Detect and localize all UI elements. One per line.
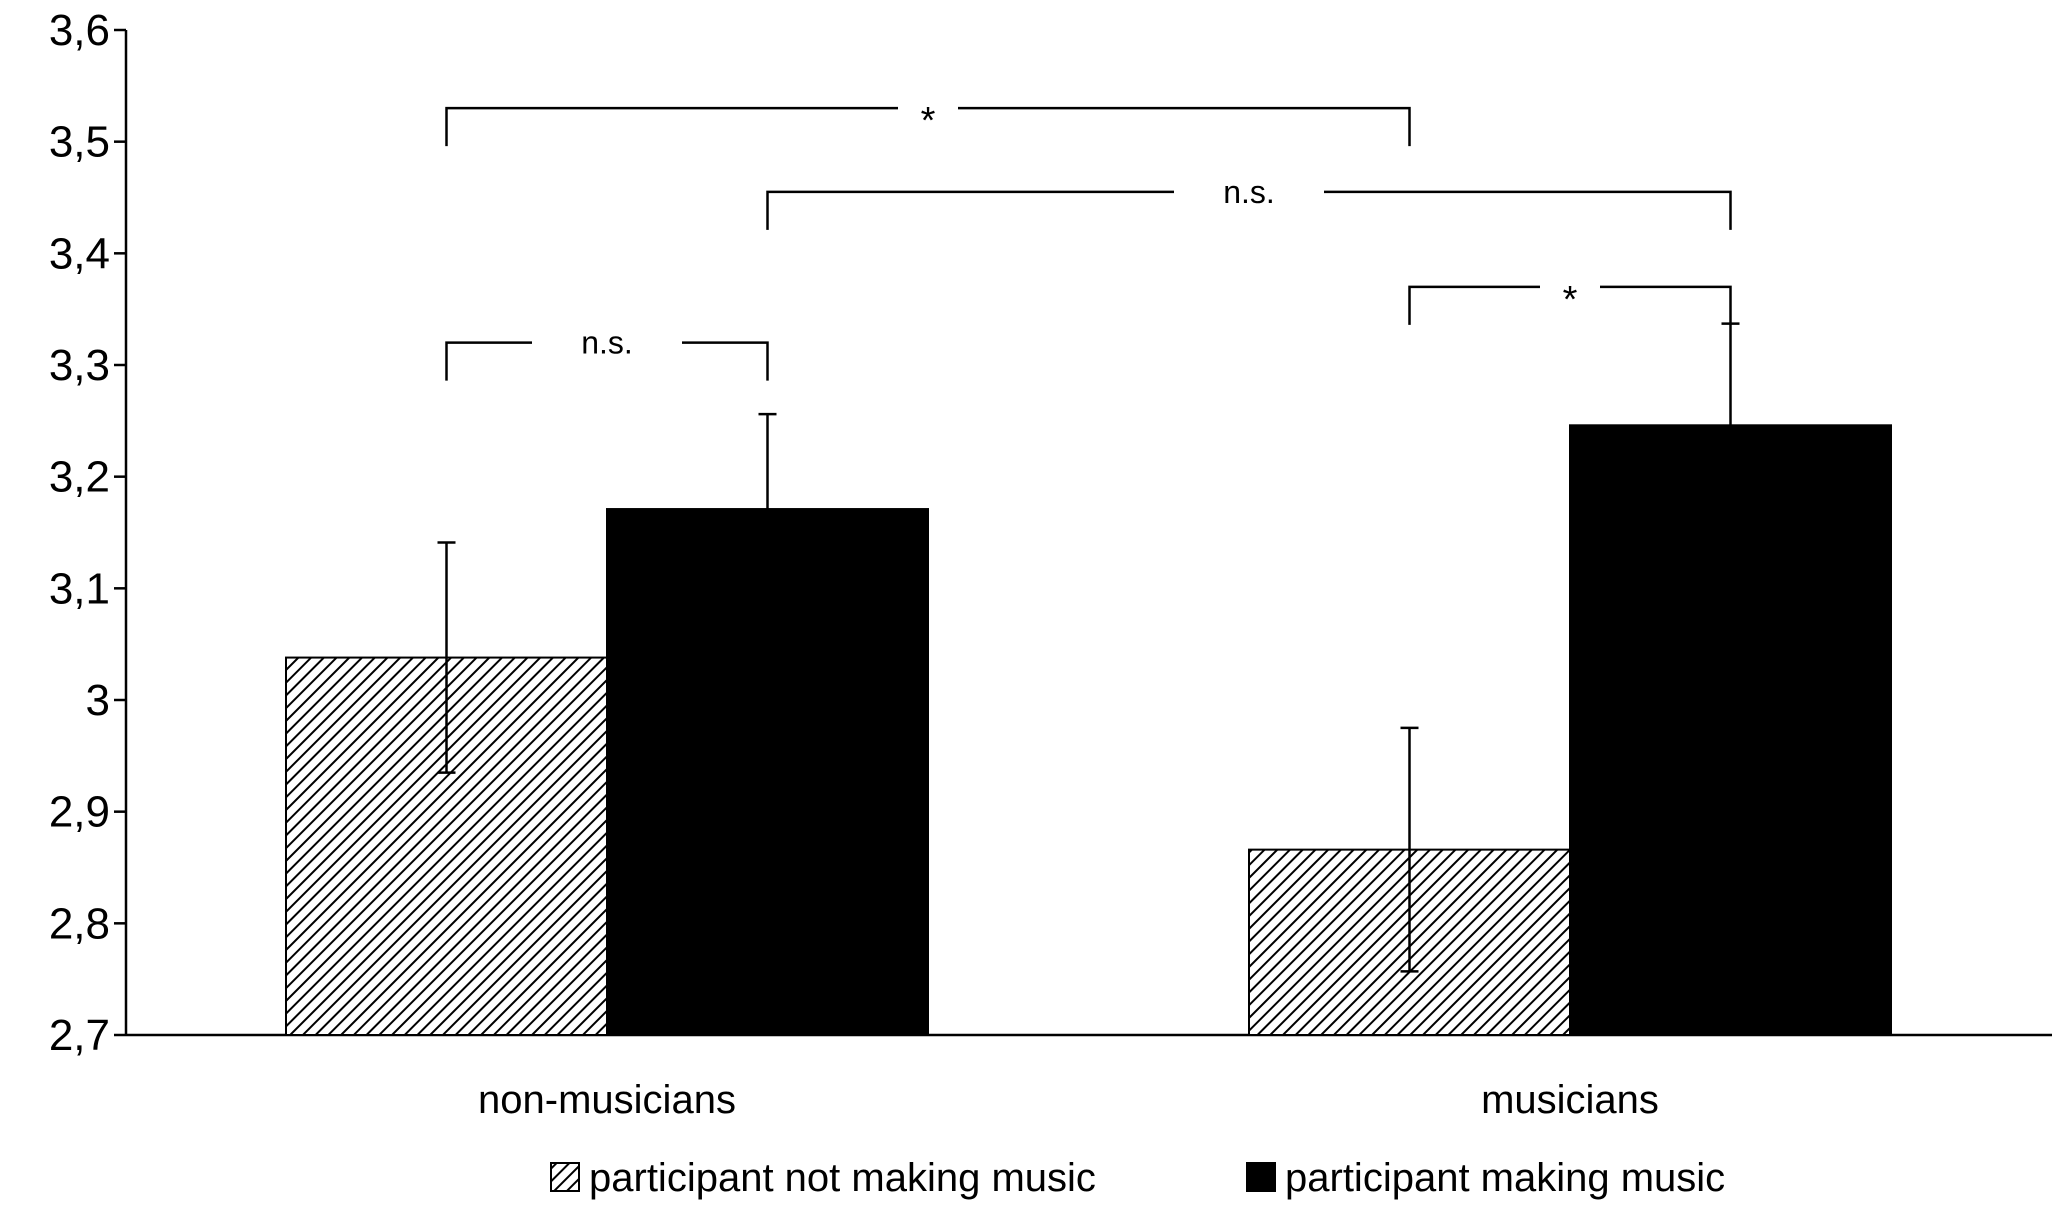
- significance-label: n.s.: [581, 325, 633, 361]
- y-tick-label: 2,8: [49, 899, 110, 948]
- y-tick-label: 3,3: [49, 341, 110, 390]
- y-tick-label: 3,6: [49, 6, 110, 55]
- legend-label: participant not making music: [589, 1156, 1096, 1200]
- legend-swatch: [1246, 1162, 1276, 1192]
- y-tick-label: 2,9: [49, 788, 110, 837]
- legend: participant not making music participant …: [550, 1156, 1725, 1200]
- x-axis: non-musicians musicians: [126, 1033, 2052, 1122]
- y-tick-label: 3,1: [49, 564, 110, 613]
- significance-brackets: n.s. * n.s. *: [445, 100, 1732, 381]
- x-category-label: non-musicians: [478, 1078, 736, 1122]
- y-axis: 2,7 2,8 2,9 3 3,1 3,2 3,3 3,4 3,5 3,6: [49, 6, 128, 1060]
- bars: [285, 424, 1892, 1037]
- legend-swatch: [550, 1162, 580, 1192]
- significance-label: n.s.: [1223, 174, 1275, 210]
- significance-label: *: [921, 100, 936, 142]
- significance-label: *: [1563, 279, 1578, 321]
- y-tick-label: 3: [86, 676, 110, 725]
- y-tick-label: 3,4: [49, 229, 110, 278]
- error-bars: [437, 322, 1740, 973]
- significance-bracket: [766, 190, 1732, 230]
- significance-bracket: [1408, 285, 1732, 325]
- legend-label: participant making music: [1285, 1156, 1725, 1200]
- significance-bracket: [445, 106, 1411, 147]
- significance-bracket: [445, 341, 769, 381]
- y-tick-label: 3,5: [49, 118, 110, 167]
- y-tick-label: 3,2: [49, 453, 110, 502]
- x-category-label: musicians: [1481, 1078, 1659, 1122]
- y-tick-label: 2,7: [49, 1011, 110, 1060]
